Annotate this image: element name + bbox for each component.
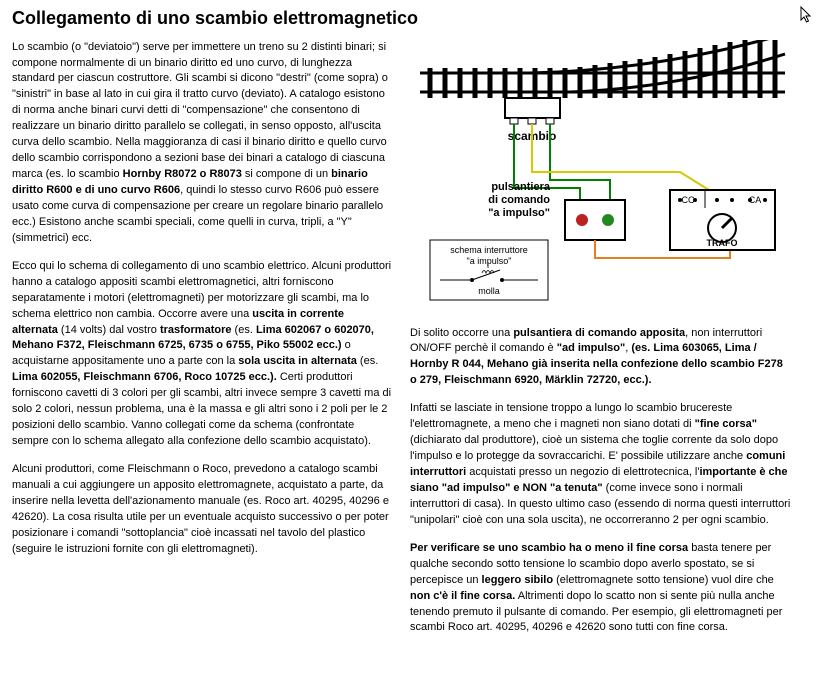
label-pulsantiera2: di comando: [488, 194, 550, 206]
text: (elettromagnete sotto tensione) vuol dir…: [553, 574, 774, 586]
label-cc: CC: [682, 195, 695, 205]
text: Di solito occorre una: [410, 327, 513, 339]
page-title: Collegamento di uno scambio elettromagne…: [12, 8, 816, 30]
paragraph-r3: Per verificare se uno scambio ha o meno …: [410, 541, 792, 637]
bold: "ad impulso": [557, 342, 626, 354]
text: (14 volts) dal vostro: [58, 324, 160, 336]
paragraph-r2: Infatti se lasciate in tensione troppo a…: [410, 401, 792, 529]
text: (dichiarato dal produttore), cioè un sis…: [410, 434, 778, 462]
text: si compone di un: [242, 168, 331, 180]
wiring-diagram: scambio pulsantiera di comando "a impuls…: [410, 40, 790, 310]
bold: Per verificare se uno scambio ha o meno …: [410, 542, 688, 554]
bold: trasformatore: [160, 324, 232, 336]
label-schema1: schema interruttore: [450, 245, 528, 255]
text: Lo scambio (o "deviatoio") serve per imm…: [12, 41, 388, 181]
paragraph-r1: Di solito occorre una pulsantiera di com…: [410, 326, 792, 390]
right-column: scambio pulsantiera di comando "a impuls…: [410, 40, 792, 649]
label-trafo: TRAFO: [707, 238, 738, 248]
bold: Hornby R8072 o R8073: [123, 168, 242, 180]
paragraph-2: Ecco qui lo schema di collegamento di un…: [12, 259, 392, 450]
bold: "fine corsa": [695, 418, 757, 430]
paragraph-1: Lo scambio (o "deviatoio") serve per imm…: [12, 40, 392, 247]
bold: sola uscita in alternata: [238, 355, 357, 367]
label-pulsantiera1: pulsantiera: [491, 181, 551, 193]
bold: leggero sibilo: [482, 574, 554, 586]
bold: Lima 602055, Fleischmann 6706, Roco 1072…: [12, 371, 277, 383]
label-pulsantiera3: "a impulso": [488, 207, 550, 219]
left-column: Lo scambio (o "deviatoio") serve per imm…: [12, 40, 392, 649]
text: (es.: [231, 324, 255, 336]
text: acquistati presso un negozio di elettrot…: [466, 466, 699, 478]
text: (es.: [357, 355, 378, 367]
label-molla: molla: [478, 286, 500, 296]
bold: pulsantiera di comando apposita: [513, 327, 685, 339]
text: Infatti se lasciate in tensione troppo a…: [410, 402, 732, 430]
bold: non c'è il fine corsa.: [410, 590, 515, 602]
paragraph-3: Alcuni produttori, come Fleischmann o Ro…: [12, 462, 392, 558]
label-schema2: "a impulso": [467, 256, 512, 266]
